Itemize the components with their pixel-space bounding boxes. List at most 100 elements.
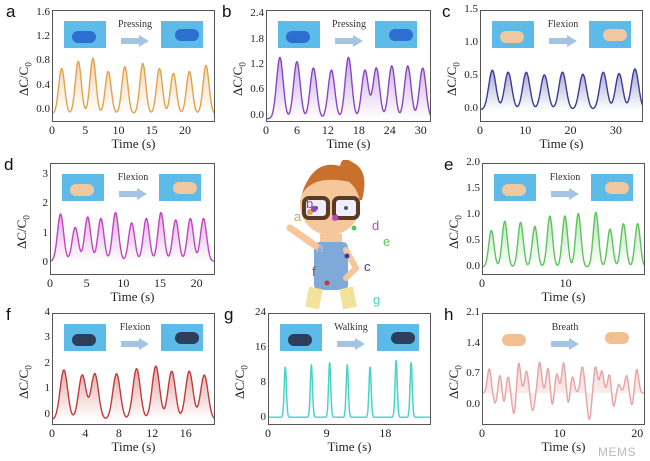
y-label-subscript: 0: [451, 62, 462, 67]
photo-subject: [288, 334, 312, 346]
series-line: [267, 56, 430, 120]
y-axis-label: ΔC/C0: [16, 365, 34, 399]
y-tick-label: 2.0: [466, 156, 480, 168]
photo-subject: [72, 31, 96, 43]
body-label-b: b: [306, 196, 314, 211]
x-axis-label: Time (s): [541, 289, 586, 304]
panel-letter: h: [444, 305, 454, 324]
series-line: [51, 211, 214, 262]
before-photo-thumbnail: [494, 174, 536, 201]
x-tick-label: 10: [117, 276, 130, 290]
y-tick-label: 1.5: [466, 182, 480, 195]
before-photo-thumbnail: [62, 174, 104, 201]
y-tick-label: 16: [255, 341, 266, 354]
y-label-text: ΔC/C: [16, 369, 31, 399]
x-tick-label: 10: [553, 426, 566, 440]
x-axis-label: Time (s): [110, 289, 155, 304]
y-tick-label: 2: [42, 197, 49, 210]
curve-svg: [51, 211, 214, 262]
y-tick-label: 0.5: [464, 68, 478, 81]
series-line: [53, 365, 214, 420]
before-photo-thumbnail: [278, 21, 320, 48]
y-tick-label: 0.6: [250, 83, 264, 96]
arrow-icon: [335, 35, 363, 47]
series-line: [269, 359, 430, 418]
action-label: Flexion: [547, 19, 579, 30]
x-tick-label: 18: [379, 426, 392, 440]
x-tick-label: 9: [323, 426, 330, 440]
photo-subject: [173, 182, 197, 194]
arrow-icon: [121, 338, 149, 350]
x-tick-label: 0: [479, 426, 485, 440]
curve-fill: [269, 360, 430, 418]
y-tick-label: 1.0: [466, 208, 480, 221]
y-label-subscript: 0: [237, 62, 248, 67]
curve-svg: [53, 57, 214, 114]
x-tick-label: 10: [559, 276, 572, 290]
y-tick-label: 3: [42, 167, 49, 180]
y-axis-label: ΔC/C0: [232, 365, 250, 399]
y-tick-label: 2: [44, 356, 51, 369]
y-tick-label: 0.0: [464, 101, 478, 114]
curve-svg: [53, 365, 214, 420]
y-tick-label: 3: [44, 331, 51, 344]
y-axis-label: ΔC/C0: [14, 215, 32, 249]
y-tick-label: 0: [260, 411, 267, 424]
x-tick-label: 0: [477, 123, 483, 137]
y-tick-label: 0.0: [36, 102, 50, 115]
arrow-icon: [337, 338, 365, 350]
plot-area: Flexion: [480, 10, 643, 122]
x-tick-label: 8: [115, 426, 122, 440]
y-tick-label: 0: [42, 256, 49, 269]
panel-letter: e: [444, 155, 454, 174]
y-label-text: ΔC/C: [230, 66, 245, 96]
x-tick-label: 15: [154, 276, 166, 290]
y-tick-label: 0.4: [36, 78, 50, 91]
series-line: [483, 211, 644, 268]
body-label-g: g: [373, 292, 381, 307]
photo-subject: [603, 29, 627, 41]
curve-fill: [267, 57, 430, 119]
series-line: [481, 68, 642, 111]
x-tick-label: 20: [631, 426, 644, 440]
x-tick-label: 30: [609, 123, 622, 137]
arrow-icon: [121, 35, 149, 47]
photo-subject: [175, 29, 199, 41]
y-label-text: ΔC/C: [446, 369, 461, 399]
after-photo-thumbnail: [591, 174, 633, 201]
series-line: [53, 57, 214, 114]
curve-svg: [483, 361, 644, 421]
arrow-icon: [549, 35, 577, 47]
plot-area: Breath: [482, 313, 645, 425]
x-tick-label: 0: [263, 123, 269, 137]
y-label-subscript: 0: [239, 365, 250, 370]
y-label-text: ΔC/C: [446, 219, 461, 249]
x-tick-label: 24: [383, 123, 396, 137]
photo-subject: [500, 31, 524, 43]
before-photo-thumbnail: [64, 21, 106, 48]
x-tick-label: 0: [265, 426, 271, 440]
x-axis-label: Time (s): [111, 136, 156, 151]
curve-svg: [483, 211, 644, 268]
x-tick-label: 0: [47, 276, 53, 290]
after-photo-thumbnail: [375, 21, 417, 48]
body-label-a: a: [294, 209, 302, 224]
curve-fill: [483, 212, 644, 268]
before-photo-thumbnail: [64, 324, 106, 351]
arrow-icon: [551, 188, 579, 200]
curve-svg: [481, 68, 642, 111]
y-tick-label: 0: [44, 407, 51, 420]
y-tick-label: 2.4: [250, 7, 264, 20]
y-tick-label: 1.6: [36, 6, 50, 19]
photo-subject: [605, 332, 629, 344]
y-tick-label: 2.1: [466, 306, 480, 318]
x-tick-label: 30: [414, 123, 427, 137]
x-tick-label: 20: [190, 276, 203, 290]
y-label-text: ΔC/C: [16, 66, 31, 96]
y-axis-label: ΔC/C0: [444, 62, 462, 96]
body-label-f: f: [312, 264, 316, 279]
x-tick-label: 10: [519, 123, 532, 137]
photo-subject: [72, 334, 96, 346]
y-tick-label: 0.0: [466, 398, 480, 411]
arrow-icon: [551, 338, 579, 350]
